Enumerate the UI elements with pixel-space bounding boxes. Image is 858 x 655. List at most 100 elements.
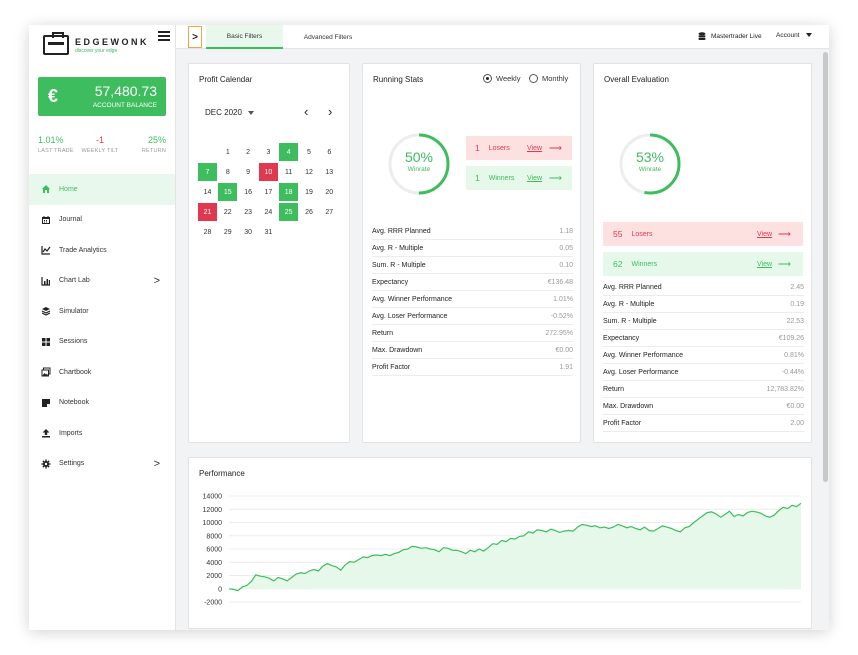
broker-selector[interactable]: Mastertrader Live	[698, 32, 762, 41]
stat-row-value: 272.95%	[545, 329, 573, 337]
sidebar-item-trade-analytics[interactable]: Trade Analytics	[29, 235, 175, 266]
app-logo[interactable]: EDGEWONK discover your edge	[43, 32, 147, 59]
stat-row: Max. Drawdown €0.00	[603, 398, 804, 415]
winners-summary: 1 Winners View ⟶	[466, 166, 572, 190]
sidebar-item-home[interactable]: Home	[29, 174, 175, 205]
account-menu[interactable]: Account	[776, 32, 813, 39]
calendar-day[interactable]: 29	[223, 228, 232, 236]
stat-row: Avg. R - Multiple 0.19	[603, 296, 804, 313]
month-selector[interactable]: DEC 2020	[205, 108, 255, 117]
radio-monthly[interactable]: Monthly	[529, 74, 568, 83]
calendar-day[interactable]: 20	[325, 188, 334, 196]
next-month-button[interactable]: ›	[328, 104, 333, 119]
sidebar-item-sessions[interactable]: Sessions	[29, 327, 175, 358]
stat-last-trade: 1.01% LAST TRADE	[38, 135, 74, 154]
calendar-day[interactable]: 28	[203, 228, 212, 236]
stat-row-value: 0.10	[559, 261, 573, 269]
calendar-day[interactable]: 22	[223, 208, 232, 216]
sidebar-item-settings[interactable]: Settings >	[29, 449, 175, 480]
stat-row-label: Avg. RRR Planned	[372, 227, 431, 235]
view-losers-link[interactable]: View	[527, 144, 543, 152]
calendar-day[interactable]: 16	[244, 188, 252, 196]
calendar-day[interactable]: 4	[279, 143, 299, 161]
tab-basic-filters[interactable]: Basic Filters	[206, 25, 283, 49]
winrate-ring-graphic	[388, 133, 450, 195]
logo-name: EDGEWONK	[75, 37, 149, 47]
running-stats-card: Running Stats Weekly Monthly 50% Winrate…	[362, 63, 581, 443]
calendar-day[interactable]: 6	[327, 148, 332, 156]
winners-count: 62	[613, 259, 623, 269]
calendar-day[interactable]: 10	[258, 163, 278, 181]
calendar-day[interactable]: 23	[244, 208, 252, 216]
calendar-day[interactable]: 1	[225, 148, 230, 156]
sidebar-item-label: Trade Analytics	[59, 246, 107, 254]
view-winners-link[interactable]: View	[757, 260, 773, 268]
sidebar-item-label: Imports	[59, 429, 83, 437]
account-label: Account	[776, 32, 800, 39]
stat-row-label: Avg. Loser Performance	[372, 312, 448, 320]
winners-label: Winners	[631, 260, 658, 268]
calendar-day[interactable]: 15	[218, 183, 238, 201]
stat-value: 1.01%	[38, 135, 64, 145]
calendar-day[interactable]: 12	[305, 168, 313, 176]
stat-row: Return 272.95%	[372, 325, 573, 342]
top-bar: > Basic Filters Advanced Filters Mastert…	[176, 25, 829, 49]
layers-icon	[41, 306, 51, 316]
calendar-day[interactable]: 5	[307, 148, 311, 156]
calendar-day[interactable]: 18	[279, 183, 299, 201]
stat-row-label: Avg. R - Multiple	[372, 244, 424, 252]
hamburger-menu-icon[interactable]	[158, 31, 170, 41]
view-winners-link[interactable]: View	[527, 174, 543, 182]
calendar-day[interactable]: 2	[246, 148, 251, 156]
calendar-day[interactable]: 3	[266, 148, 271, 156]
calendar-day[interactable]: 14	[203, 188, 212, 196]
main-scrollbar[interactable]	[823, 50, 829, 630]
stat-row-label: Expectancy	[372, 278, 409, 286]
calendar-day[interactable]: 9	[246, 168, 251, 176]
stat-row-value: 2.00	[790, 419, 804, 427]
y-tick-label: 4000	[206, 560, 222, 567]
calendar-day[interactable]: 7	[198, 163, 217, 181]
sidebar-item-journal[interactable]: Journal	[29, 205, 175, 236]
stat-weekly-tilt: -1 WEEKLY TILT	[74, 135, 126, 154]
calendar-day[interactable]: 19	[305, 188, 313, 196]
arrow-right-icon: ⟶	[778, 258, 791, 269]
winners-count: 1	[475, 173, 480, 183]
stat-row: Sum. R - Multiple 0.10	[372, 257, 573, 274]
y-tick-label: 6000	[206, 547, 222, 554]
calendar-day[interactable]: 17	[264, 188, 273, 196]
calendar-day[interactable]: 24	[264, 208, 273, 216]
view-losers-link[interactable]: View	[757, 230, 773, 238]
sidebar-toggle-button[interactable]: >	[188, 26, 202, 48]
profit-calendar-card: Profit Calendar DEC 2020 ‹ › 1 2 3 4 5 6 7 8 9 10…	[188, 63, 350, 443]
calendar-day[interactable]: 21	[198, 203, 217, 221]
sidebar-item-simulator[interactable]: Simulator	[29, 296, 175, 327]
calendar-day[interactable]: 25	[279, 203, 299, 221]
radio-weekly[interactable]: Weekly	[483, 74, 520, 83]
winrate-label: Winrate	[407, 166, 431, 173]
tab-advanced-filters[interactable]: Advanced Filters	[303, 33, 353, 41]
sidebar-item-chartbook[interactable]: Chartbook	[29, 357, 175, 388]
stat-row: Avg. R - Multiple 0.05	[372, 240, 573, 257]
calendar-day[interactable]: 13	[325, 168, 334, 176]
sidebar-item-label: Chart Lab	[59, 277, 90, 285]
sidebar-item-chart-lab[interactable]: Chart Lab >	[29, 266, 175, 297]
stat-row: Avg. Winner Performance 1.01%	[372, 291, 573, 308]
sidebar-item-label: Notebook	[59, 399, 89, 407]
prev-month-button[interactable]: ‹	[304, 104, 309, 119]
calendar-day[interactable]: 26	[305, 208, 313, 216]
stat-row-label: Return	[603, 385, 625, 393]
sidebar: EDGEWONK discover your edge € 57,480.73 …	[29, 25, 176, 630]
calendar-day[interactable]: 27	[325, 208, 334, 216]
calendar-day[interactable]: 11	[285, 168, 293, 176]
radio-button	[529, 74, 538, 83]
losers-summary: 55 Losers View ⟶	[603, 222, 803, 246]
performance-card: Performance 14000 12000 10000 8000 6000 4000 2…	[188, 457, 812, 629]
stat-row-value: 12,783.82%	[766, 385, 804, 393]
calendar-day[interactable]: 31	[264, 228, 273, 236]
calendar-day[interactable]: 8	[225, 168, 230, 176]
scrollbar-thumb[interactable]	[823, 52, 828, 482]
sidebar-item-notebook[interactable]: Notebook	[29, 388, 175, 419]
sidebar-item-imports[interactable]: Imports	[29, 418, 175, 449]
calendar-day[interactable]: 30	[244, 228, 252, 236]
